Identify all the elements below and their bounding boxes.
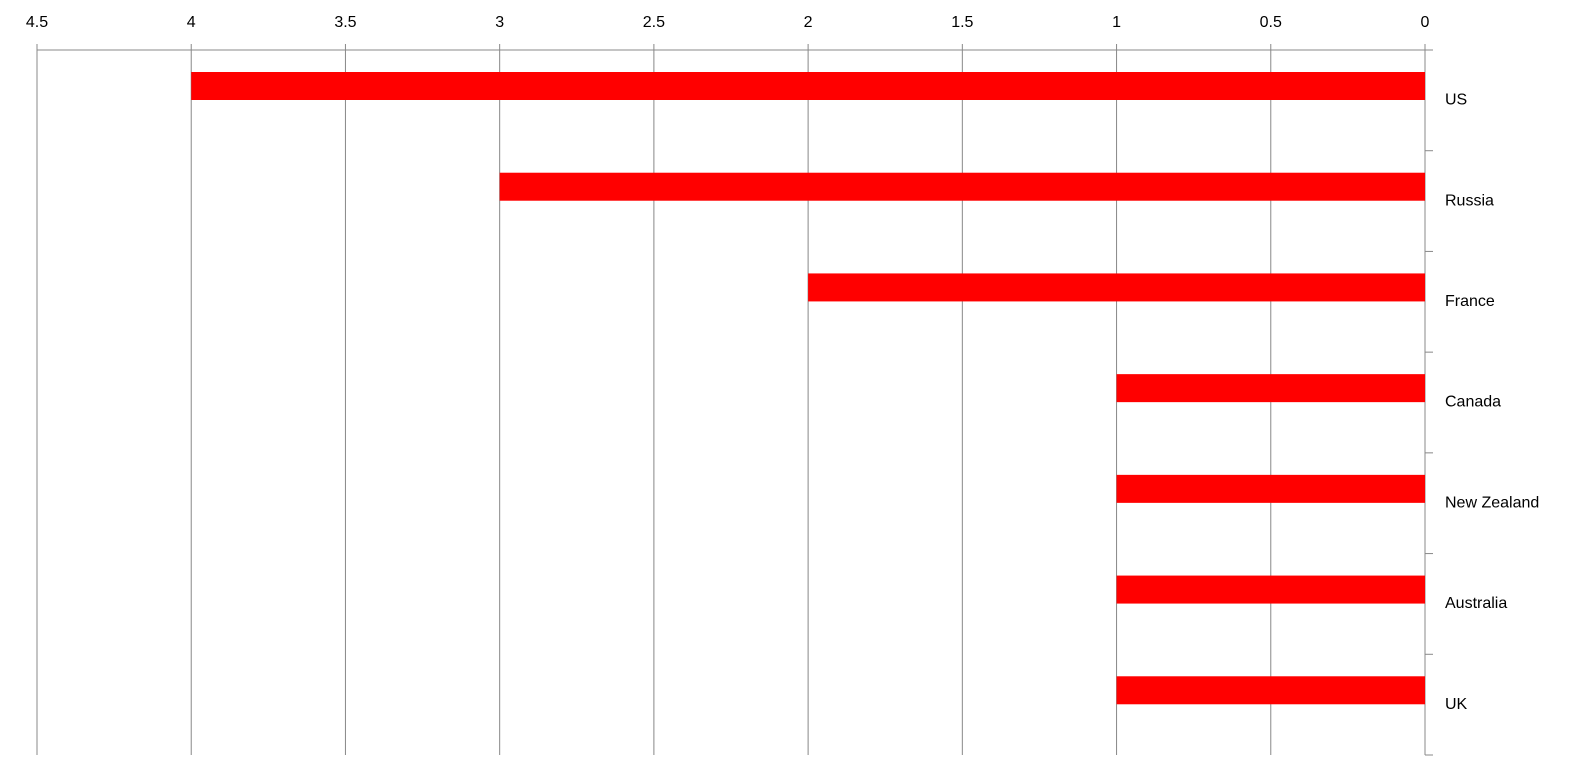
x-tick-label: 3.5: [334, 14, 356, 31]
y-tick-label: UK: [1445, 696, 1468, 713]
bar: [1116, 676, 1425, 705]
x-tick-label: 4.5: [26, 14, 48, 31]
bar: [1116, 374, 1425, 403]
x-tick-label: 2: [804, 14, 813, 31]
bar: [499, 172, 1426, 201]
bar: [1116, 575, 1425, 604]
bar: [1116, 474, 1425, 503]
y-tick-label: Russia: [1445, 192, 1494, 209]
x-tick-label: 0: [1421, 14, 1430, 31]
y-tick-label: Canada: [1445, 394, 1501, 411]
bar: [808, 273, 1425, 302]
x-tick-label: 2.5: [643, 14, 665, 31]
x-tick-label: 4: [187, 14, 196, 31]
y-tick-label: US: [1445, 92, 1467, 109]
y-tick-label: New Zealand: [1445, 494, 1539, 511]
x-tick-label: 0.5: [1260, 14, 1282, 31]
y-tick-label: Australia: [1445, 595, 1507, 612]
x-tick-label: 3: [495, 14, 504, 31]
x-tick-label: 1.5: [951, 14, 973, 31]
x-tick-label: 1: [1112, 14, 1121, 31]
bar: [191, 72, 1426, 100]
y-tick-label: France: [1445, 293, 1495, 310]
